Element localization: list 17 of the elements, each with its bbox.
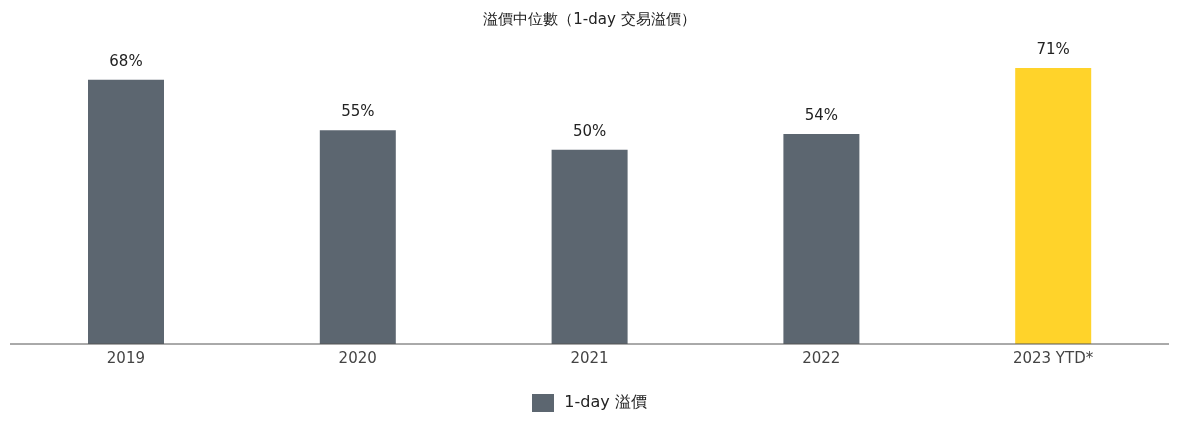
legend-label: 1-day 溢價 [564,392,647,413]
bar [783,134,860,344]
bar [319,130,396,344]
bar [551,149,628,344]
x-tick-label: 2020 [338,348,377,367]
chart-title: 溢價中位數（1-day 交易溢價） [482,9,697,30]
x-tick-label: 2019 [106,348,145,367]
data-label: 71% [1036,40,1070,58]
data-label: 54% [804,106,839,125]
data-label: 55% [341,102,375,121]
x-tick-label: 2022 [802,348,841,367]
x-tick-label: 2023 YTD* [1012,348,1094,367]
bar [88,79,164,344]
data-label: 68% [109,51,143,70]
x-tick-label: 2021 [570,348,609,367]
data-label: 50% [572,121,607,140]
bar [1015,68,1092,344]
